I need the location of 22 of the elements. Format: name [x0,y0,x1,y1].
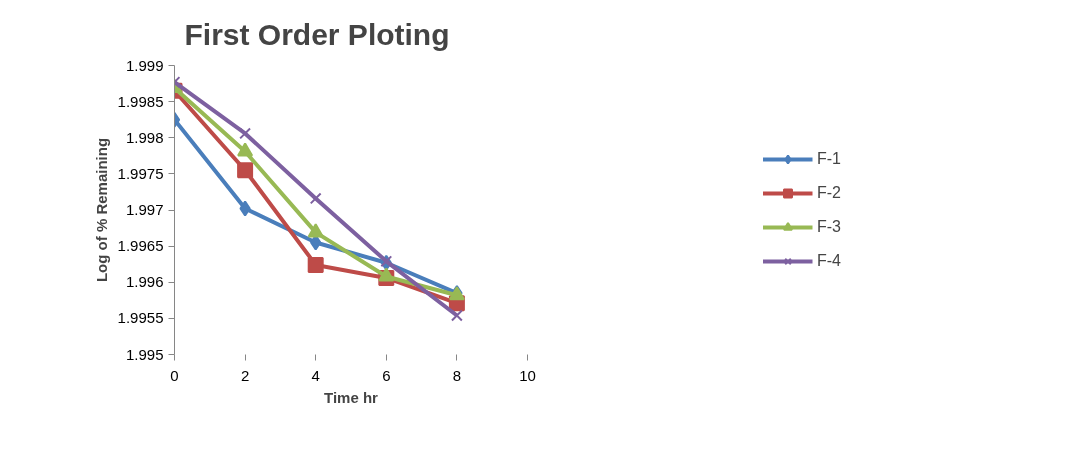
y-tick-label: 1.9975 [117,164,164,182]
y-tick-label: 1.997 [125,201,164,218]
x-tick-label: 2 [240,366,250,384]
y-tick-label: 1.999 [125,56,164,74]
x-axis-title: Time hr [324,388,379,406]
x-tick-label: 10 [519,366,536,384]
x-tick-label: 4 [311,366,320,384]
legend-label: F-4 [817,251,841,270]
y-tick-label: 1.996 [125,273,164,291]
y-axis-title: Log of % Remaining [92,137,110,283]
y-tick-label: 1.9985 [117,92,164,110]
legend-label: F-2 [817,183,841,202]
x-tick-label: 0 [170,366,179,384]
y-tick-label: 1.995 [125,345,164,363]
x-tick-label: 8 [452,366,462,384]
x-tick-label: 6 [382,366,391,384]
y-tick-label: 1.9965 [117,237,164,255]
y-tick-label: 1.9955 [117,309,164,327]
y-tick-label: 1.998 [125,128,164,146]
chart-title: First Order Ploting [184,17,450,51]
legend-label: F-1 [817,149,841,168]
legend-label: F-3 [817,217,841,236]
